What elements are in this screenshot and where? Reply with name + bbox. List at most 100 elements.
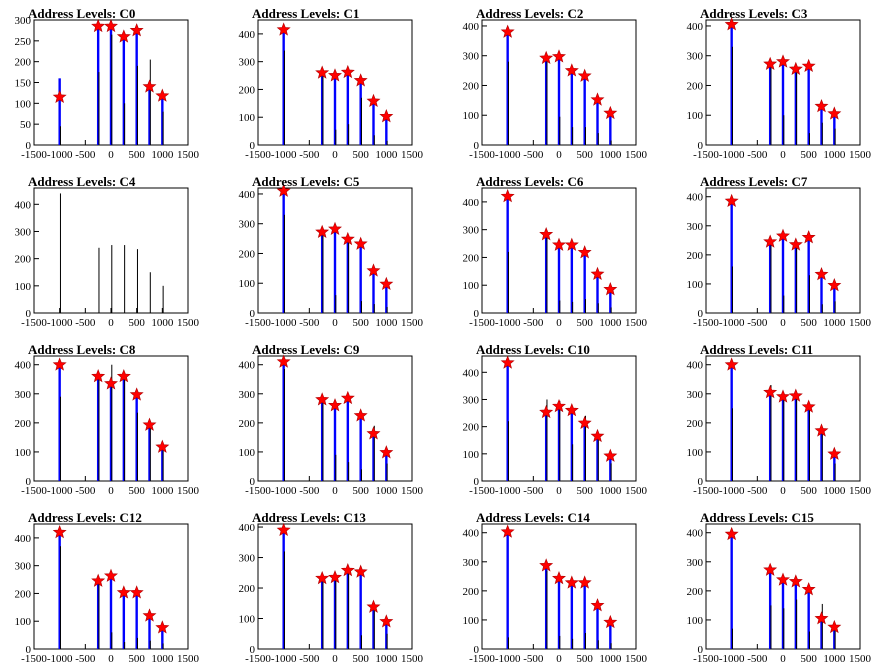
- black-bar: [546, 399, 548, 481]
- peak-marker: [814, 98, 829, 113]
- chart-panel-c5: 0 100 200 300 400 -1500 -1000 -500 0 500 1000 1500 A…: [224, 168, 448, 336]
- peak-marker: [104, 568, 118, 582]
- peak-marker: [500, 355, 515, 369]
- black-bar: [597, 437, 599, 481]
- y-tick-label: 100: [239, 278, 256, 290]
- black-bar: [111, 364, 113, 481]
- x-tick-label: 1000: [823, 485, 846, 497]
- peak-marker: [577, 415, 592, 430]
- blue-bar: [58, 532, 61, 649]
- peak-marker: [552, 398, 566, 413]
- black-bar: [59, 546, 61, 649]
- blue-bar: [109, 383, 113, 481]
- black-bar: [335, 129, 337, 145]
- black-bar: [597, 640, 599, 649]
- x-tick-label: 500: [576, 485, 593, 497]
- peak-marker: [155, 439, 170, 453]
- x-tick-label: -500: [747, 653, 768, 665]
- y-tick-label: 0: [698, 308, 704, 320]
- blue-bar: [122, 374, 126, 481]
- x-tick-label: 1500: [401, 149, 424, 161]
- y-tick-label: 300: [239, 389, 256, 401]
- blue-bar: [820, 431, 823, 481]
- blue-bar: [58, 78, 61, 145]
- chart-svg: 0 100 200 300 400 -1500 -1000 -500 0 500 1000 1500: [687, 523, 872, 665]
- black-bar: [348, 462, 350, 481]
- blue-bar: [807, 408, 810, 481]
- black-bar: [348, 568, 350, 649]
- y-tick-label: 400: [687, 21, 704, 33]
- x-tick-label: -1000: [495, 653, 521, 665]
- peak-marker: [340, 390, 355, 405]
- x-tick-label: 0: [108, 653, 114, 665]
- chart-svg: 0 100 200 300 400 -1500 -1000 -500 0 500 1000 1500: [463, 19, 648, 161]
- blue-bar: [506, 531, 509, 649]
- x-tick-label: -1500: [21, 653, 47, 665]
- x-tick-label: -500: [523, 149, 544, 161]
- peak-marker: [827, 278, 842, 292]
- blue-bar: [583, 422, 586, 481]
- y-tick-label: 400: [15, 199, 32, 211]
- y-tick-label: 200: [239, 418, 256, 430]
- x-tick-label: 500: [352, 653, 369, 665]
- black-bar: [572, 301, 574, 313]
- y-tick-label: 50: [20, 119, 32, 131]
- blue-bar: [570, 246, 574, 313]
- peak-marker: [52, 357, 67, 371]
- x-tick-label: 500: [352, 149, 369, 161]
- x-tick-label: -1500: [21, 317, 47, 329]
- peak-marker: [801, 58, 816, 73]
- black-bar: [821, 304, 823, 313]
- peak-marker: [129, 585, 144, 599]
- blue-bar: [135, 28, 138, 145]
- peak-marker: [788, 61, 803, 76]
- x-tick-label: 1000: [599, 653, 622, 665]
- x-tick-label: -1000: [271, 149, 297, 161]
- black-bar: [322, 575, 324, 649]
- blue-bar: [385, 620, 388, 649]
- chart-svg: 0 100 200 300 400 -1500 -1000 -500 0 500 1000 1500: [15, 187, 200, 329]
- x-tick-label: -1000: [47, 317, 73, 329]
- chart-panel-c4: 0 100 200 300 400 -1500 -1000 -500 0 500 1000 1500 A…: [0, 168, 224, 336]
- peak-marker: [776, 228, 790, 242]
- peak-marker: [577, 575, 592, 589]
- peak-marker: [776, 572, 790, 586]
- black-bar: [507, 421, 509, 481]
- y-tick-label: 0: [26, 644, 32, 656]
- x-tick-label: 1000: [151, 317, 174, 329]
- y-tick-label: 200: [15, 254, 32, 266]
- chart-title: Address Levels: C12: [28, 510, 142, 525]
- peak-marker: [52, 89, 67, 104]
- peak-marker: [353, 408, 368, 422]
- blue-bar: [372, 100, 375, 145]
- x-tick-label: 0: [332, 149, 338, 161]
- y-tick-label: 0: [474, 308, 480, 320]
- black-bar: [59, 396, 61, 481]
- x-tick-label: -500: [523, 485, 544, 497]
- black-bar: [348, 235, 350, 313]
- peak-marker: [724, 357, 739, 371]
- black-bar: [821, 428, 823, 481]
- x-tick-label: -1500: [245, 653, 271, 665]
- blue-bar: [794, 395, 798, 481]
- peak-marker: [276, 183, 291, 197]
- x-tick-label: 1000: [599, 149, 622, 161]
- chart-svg: 0 100 200 300 400 -1500 -1000 -500 0 500 1000 1500: [15, 355, 200, 497]
- black-bar: [821, 603, 823, 649]
- x-tick-label: 1000: [151, 485, 174, 497]
- x-tick-label: 500: [576, 149, 593, 161]
- y-tick-label: 0: [26, 140, 32, 152]
- black-bar: [584, 415, 586, 481]
- peak-marker: [142, 79, 157, 93]
- y-tick-label: 100: [15, 447, 32, 459]
- x-tick-label: 1000: [375, 317, 398, 329]
- y-tick-label: 200: [463, 80, 480, 92]
- black-bar: [808, 405, 810, 481]
- blue-bar: [833, 115, 836, 145]
- chart-panel-c3: 0 100 200 300 400 -1500 -1000 -500 0 500 1000 1500 A…: [672, 0, 896, 168]
- blue-bar: [596, 274, 599, 313]
- blue-bar: [609, 288, 612, 313]
- black-bar: [149, 272, 151, 313]
- chart-svg: 0 100 200 300 400 -1500 -1000 -500 0 500 1000 1500: [239, 354, 424, 497]
- peak-marker: [564, 403, 579, 417]
